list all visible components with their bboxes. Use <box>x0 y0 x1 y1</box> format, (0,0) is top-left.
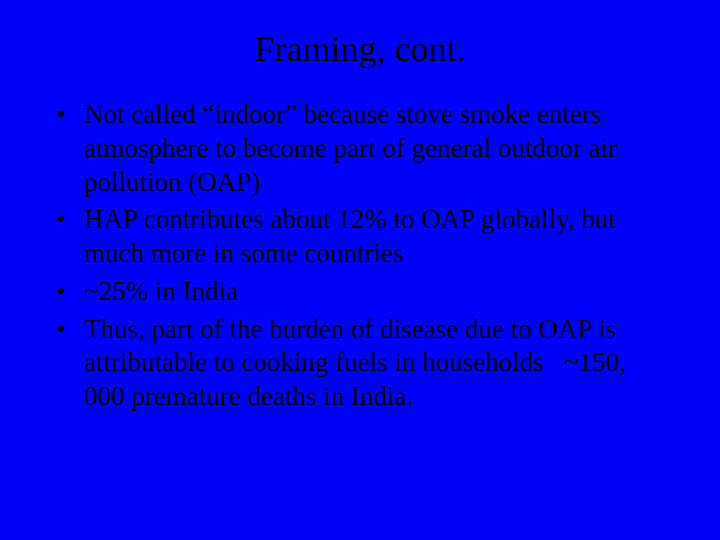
slide: Framing, cont. Not called “indoor” becau… <box>0 0 720 540</box>
list-item: Thus, part of the burden of disease due … <box>50 313 670 414</box>
list-item: ~25% in India <box>50 275 670 309</box>
bullet-list: Not called “indoor” because stove smoke … <box>50 98 670 414</box>
list-item: HAP contributes about 12% to OAP globall… <box>50 203 670 271</box>
list-item: Not called “indoor” because stove smoke … <box>50 98 670 199</box>
slide-title: Framing, cont. <box>50 28 670 70</box>
